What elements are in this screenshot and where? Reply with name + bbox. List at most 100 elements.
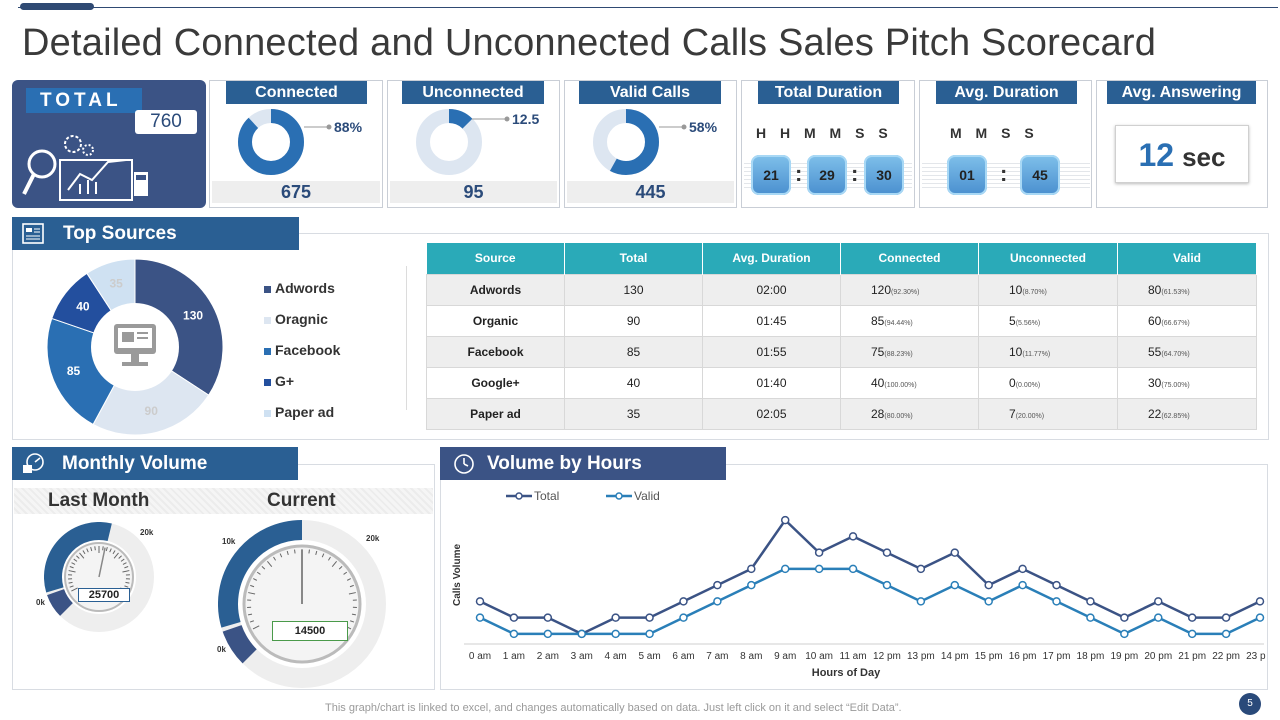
- total-minutes: 29: [807, 155, 847, 195]
- cell-value: 0: [1009, 375, 1016, 390]
- total-card: TOTAL 760: [12, 80, 206, 208]
- cell-value: 60: [1148, 313, 1162, 328]
- gauge-tick-mark: [112, 550, 116, 555]
- x-tick-label: 2 am: [537, 651, 559, 662]
- gauge-tick-mark: [252, 625, 260, 630]
- table-row: Facebook 85 01:55 75(88.23%) 10(11.77%) …: [426, 335, 1257, 368]
- gauge-tick-mark: [349, 584, 354, 588]
- legend-label: Paper ad: [275, 404, 335, 420]
- cell-total: 90: [564, 304, 703, 337]
- pattern-strip: [14, 488, 433, 514]
- total-hours: 21: [751, 155, 791, 195]
- last-month-gauge-base: [47, 588, 74, 616]
- pie-value-label: 130: [183, 309, 203, 323]
- avg-duration-units: M M S S: [950, 125, 1039, 141]
- cell-valid: 22(62.85%): [1117, 397, 1257, 430]
- cell-percent: (62.85%): [1161, 412, 1190, 420]
- cell-value: 10: [1009, 282, 1023, 297]
- gauge-tick-mark: [308, 549, 310, 554]
- y-axis-label: Calls Volume: [452, 544, 463, 606]
- table-row: Organic 90 01:45 85(94.44%) 5(5.56%) 60(…: [426, 304, 1257, 337]
- cell-unconnected: 5(5.56%): [978, 304, 1118, 337]
- avg-duration-title: Avg. Duration: [936, 81, 1077, 104]
- x-tick-label: 13 pm: [907, 651, 935, 662]
- x-tick-label: 9 am: [774, 651, 796, 662]
- cell-connected: 28(80.00%): [840, 397, 979, 430]
- cell-total: 85: [564, 335, 703, 368]
- table-row: Adwords 130 02:00 120(92.30%) 10(8.70%) …: [426, 273, 1257, 306]
- page-title: Detailed Connected and Unconnected Calls…: [22, 22, 1157, 64]
- cell-source: Google+: [426, 366, 565, 399]
- cell-total: 40: [564, 366, 703, 399]
- cell-value: 85: [871, 313, 885, 328]
- connected-count: 675: [212, 181, 380, 203]
- legend-label: G+: [275, 373, 295, 389]
- colon: :: [795, 161, 803, 186]
- table-row: Paper ad 35 02:05 28(80.00%) 7(20.00%) 2…: [426, 397, 1257, 430]
- series-line-valid: [479, 567, 1261, 636]
- data-point: [950, 548, 960, 557]
- data-point: [1255, 613, 1265, 622]
- pie-value-label: 35: [109, 277, 123, 291]
- gauge-tick-mark: [94, 546, 96, 551]
- cell-avg: 02:00: [702, 273, 841, 306]
- valid-calls-title: Valid Calls: [579, 81, 721, 104]
- current-gauge-base: [222, 624, 258, 664]
- cell-valid: 60(66.67%): [1117, 304, 1257, 337]
- x-tick-label: 3 am: [571, 651, 593, 662]
- sources-table: Source Total Avg. Duration Connected Unc…: [426, 243, 1257, 430]
- connected-percent: 88%: [334, 119, 363, 135]
- unconnected-leader: [472, 116, 510, 122]
- gauge-tick-mark: [343, 571, 348, 575]
- current-min: 0k: [217, 645, 226, 654]
- x-tick-label: 19 pm: [1110, 651, 1138, 662]
- cell-percent: (5.56%): [1015, 319, 1041, 327]
- legend-organic: Oragnic: [264, 311, 328, 327]
- legend-label: Total: [534, 489, 559, 503]
- data-point: [916, 564, 926, 574]
- x-axis-label: Hours of Day: [812, 667, 881, 679]
- gauge-tick-mark: [348, 592, 356, 595]
- last-month-max: 20k: [140, 528, 154, 537]
- x-tick-label: 14 pm: [941, 651, 969, 662]
- cell-valid: 80(61.53%): [1117, 273, 1257, 306]
- volume-by-hours-chart: 0 am 1 am 2 am 3 am 4 am 5 am 6 am 7 am 8 am 9 am…: [452, 489, 1266, 679]
- x-tick-label: 11 am: [840, 651, 867, 662]
- current-mid: 10k: [222, 537, 236, 546]
- gauge-tick-mark: [315, 550, 318, 556]
- unconnected-percent: 12.5: [512, 111, 540, 127]
- pie-slice: [92, 346, 210, 436]
- gauge-tick-mark: [68, 581, 73, 584]
- monthly-volume-header: Monthly Volume: [12, 447, 298, 480]
- gauge-tick-mark: [79, 552, 85, 559]
- data-point: [713, 597, 722, 606]
- data-point: [1018, 564, 1027, 574]
- gauge-tick-mark: [294, 549, 296, 554]
- legend-marker: [515, 492, 523, 500]
- data-point: [679, 597, 688, 606]
- cell-percent: (20.00%): [1015, 412, 1045, 420]
- x-tick-label: 23 pm: [1246, 651, 1266, 662]
- legend-adwords: Adwords: [264, 280, 335, 296]
- data-point: [611, 613, 620, 622]
- cell-source: Paper ad: [426, 397, 565, 430]
- analytics-illustration-icon: [22, 135, 148, 201]
- unconnected-donut: [416, 109, 482, 175]
- valid-leader: [659, 124, 687, 130]
- current-gauge-fill: [218, 520, 303, 628]
- gauge-tick-mark: [86, 548, 89, 553]
- cell-percent: (11.77%): [1022, 350, 1051, 358]
- gauge-tick-mark: [253, 578, 258, 581]
- data-point: [1120, 613, 1129, 622]
- valid-arc: [593, 109, 659, 175]
- x-tick-label: 8 am: [740, 651, 762, 662]
- data-point: [848, 532, 858, 541]
- cell-percent: (80.00%): [884, 412, 913, 420]
- table-row: Google+ 40 01:40 40(100.00%) 0(0.00%) 30…: [426, 366, 1257, 399]
- cell-source: Adwords: [426, 273, 565, 306]
- gauge-tick-mark: [120, 558, 125, 562]
- data-point: [509, 629, 519, 639]
- gauge-tick-mark: [122, 562, 127, 565]
- cell-total: 130: [564, 273, 703, 306]
- gauge-tick-mark: [327, 556, 331, 561]
